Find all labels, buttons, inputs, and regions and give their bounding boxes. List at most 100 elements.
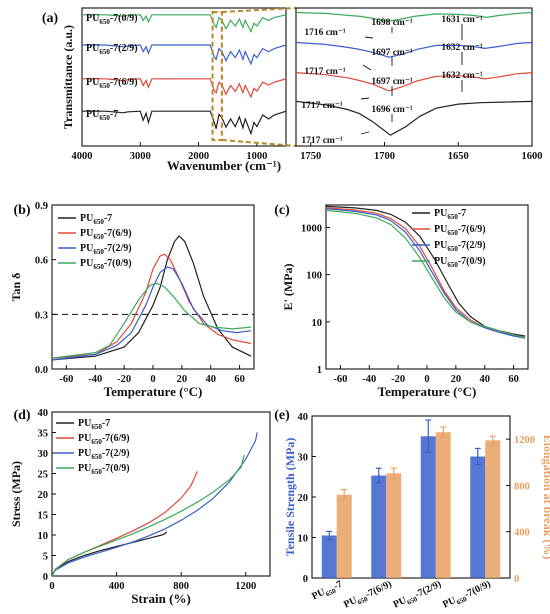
series-line-b [52,235,252,361]
series-name-a: PU650-7 [86,109,118,122]
x-tick-label: -40 [362,374,376,385]
panel-label-c: (c) [274,203,290,218]
x-tick-label: 0 [49,581,54,592]
category-label-e: PU650-7(0/9) [441,579,493,613]
x-tick-label: -60 [59,374,73,385]
y-tick-label: 0 [303,574,308,585]
x-tick-label: 20 [451,374,462,385]
zoom-connector [221,7,297,13]
legend-label-d: PU650-7(2/9) [78,448,130,461]
x-axis-label-d: Strain (%) [131,591,191,606]
bar-elongation [336,494,352,578]
y-tick-label: 10 [312,318,323,329]
x-axis-label-c: Temperature (°C) [378,384,477,399]
y-tick-label-right: 0 [514,574,519,585]
x-tick-label: -40 [88,374,102,385]
y-tick-label: 100 [306,271,322,282]
x-tick-label: -20 [117,374,131,385]
bar-elongation [435,432,451,578]
series-line-a [82,110,286,136]
x-tick-label: 1600 [522,151,543,162]
y-tick-label: 20 [38,490,49,501]
y-tick-label-right: 800 [514,481,530,492]
y-tick-label: 0 [43,572,48,583]
series-line-d [52,531,168,576]
peak-arrow [360,97,370,100]
series-line-a [82,44,286,66]
y-tick-label: 15 [38,511,49,522]
x-tick-label: -60 [333,374,347,385]
y-axis-label-d: Stress (MPa) [9,461,23,527]
x-axis-label-a: Wavenumber (cm⁻¹) [167,158,281,173]
x-tick-label: 1700 [374,151,395,162]
legend-label-c: PU650-7(2/9) [434,240,486,253]
x-tick-label: 40 [479,374,490,385]
y-tick-label: 30 [298,453,309,464]
legend-label-c: PU650-7 [434,208,466,221]
peak-arrow [362,64,372,71]
y-axis-label-b: Tan δ [9,273,23,302]
series-line-b [52,253,252,359]
legend-label-b: PU650-7(6/9) [80,228,132,241]
bar-tensile [371,475,387,578]
x-tick-label: 0 [150,374,155,385]
series-line-c [326,207,526,338]
series-name-a: PU650-7(0/9) [86,13,138,26]
legend-label-d: PU650-7(6/9) [78,433,130,446]
x-tick-label: 40 [205,374,216,385]
x-tick-label: 1650 [448,151,469,162]
category-label-e: PU650-7 [310,579,345,604]
peak-annotation: 1697 cm⁻¹ [371,48,413,58]
bar-tensile [420,436,436,578]
y-tick-label: 10 [38,531,49,542]
peak-annotation: 1717 cm⁻¹ [301,101,343,111]
y-axis-label-e: Tensile Strength (MPa) [283,438,297,557]
category-label-e: PU650-7(6/9) [342,579,394,613]
y-tick-label: 10 [298,534,309,545]
series-line-a-zoom [296,72,532,92]
x-tick-label: 1200 [235,581,256,592]
peak-annotation: 1717 cm⁻¹ [301,136,343,146]
bar-elongation [386,473,402,578]
y-tick-label: 40 [298,412,309,423]
series-line-b [52,266,252,361]
y-tick-label: 0.6 [35,256,48,267]
y-tick-label: 20 [298,493,309,504]
legend-label-b: PU650-7 [80,213,112,226]
series-line-c [326,209,526,339]
peak-annotation: 1632 cm⁻¹ [441,71,483,81]
x-tick-label: -20 [391,374,405,385]
series-line-c [326,208,526,339]
legend-label-c: PU650-7(0/9) [434,256,486,269]
series-line-a-zoom [296,11,532,22]
x-tick-label: 60 [508,374,519,385]
series-name-a: PU650-7(6/9) [86,77,138,90]
series-line-a-zoom [296,100,532,136]
plot-frame-a-zoom [295,7,533,147]
peak-arrow [364,36,374,39]
y-tick-label: 30 [38,449,49,460]
bar-tensile [321,535,337,578]
x-axis-label-b: Temperature (°C) [104,384,203,399]
bar-elongation [485,440,501,578]
series-line-b [52,282,252,359]
x-tick-label: 400 [109,581,125,592]
y-tick-label: 0.9 [35,201,48,212]
zoom-connector [221,139,297,147]
peak-arrow [360,131,370,135]
peak-annotation: 1631 cm⁻¹ [441,15,483,25]
y-tick-label: 35 [38,429,49,440]
x-tick-label: 60 [234,374,245,385]
x-tick-label: 2000 [188,151,209,162]
y-tick-label: 1 [317,365,322,376]
x-tick-label: 1000 [246,151,267,162]
legend-label-c: PU650-7(6/9) [434,224,486,237]
series-name-a: PU650-7(2/9) [86,43,138,56]
x-tick-label: 20 [177,374,188,385]
peak-annotation: 1716 cm⁻¹ [304,28,346,38]
legend-label-b: PU650-7(0/9) [80,258,132,271]
legend-label-d: PU650-7(0/9) [78,463,130,476]
legend-label-d: PU650-7 [78,418,110,431]
y-tick-label: 0.3 [35,310,48,321]
